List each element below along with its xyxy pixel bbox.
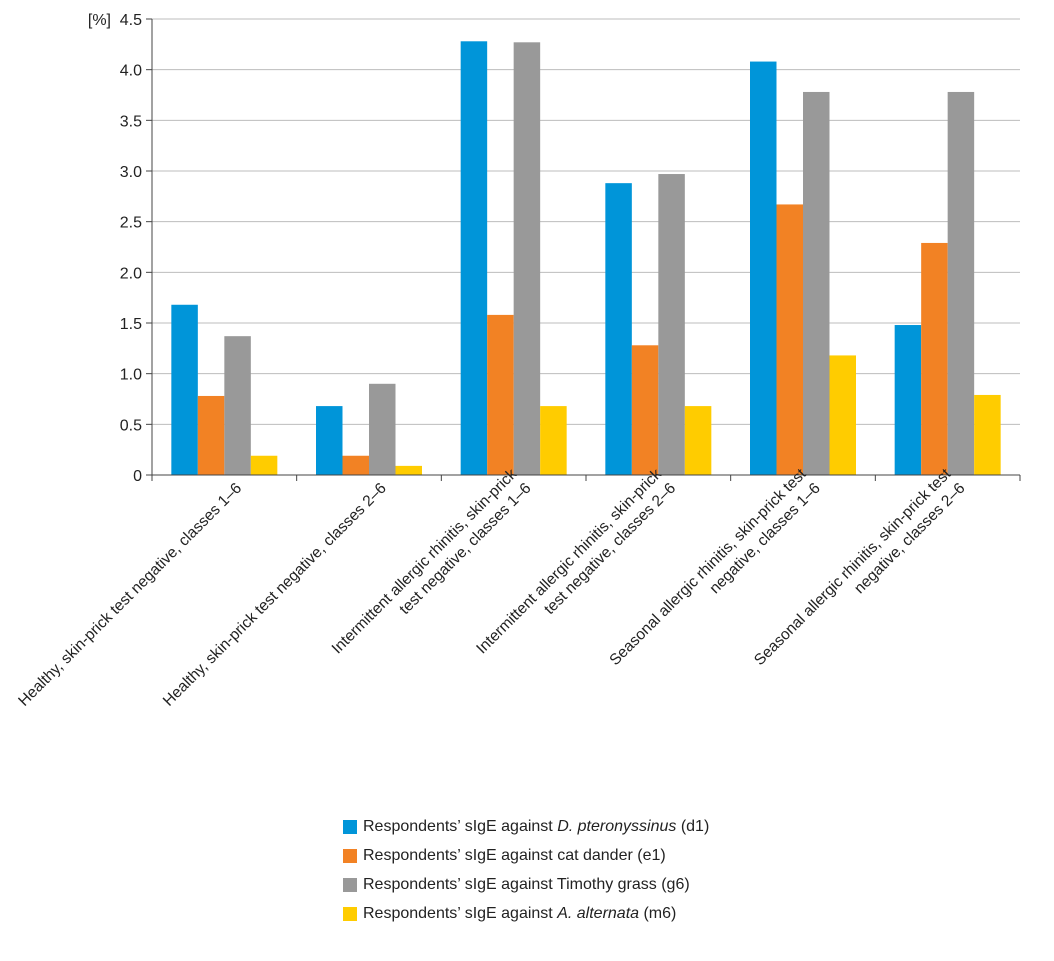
x-category-label-line: Healthy, skin-prick test negative, class… <box>15 480 245 710</box>
bar <box>605 183 632 475</box>
legend-label: Respondents’ sIgE against Timothy grass … <box>363 876 690 894</box>
legend-item: Respondents’ sIgE against D. pteronyssin… <box>343 812 709 841</box>
legend-item: Respondents’ sIgE against Timothy grass … <box>343 870 709 899</box>
bar <box>224 336 251 475</box>
legend-label-part: Respondents’ sIgE against <box>363 817 558 835</box>
y-tick-label: 2.0 <box>120 265 142 282</box>
bar <box>250 455 278 475</box>
legend-item: Respondents’ sIgE against cat dander (e1… <box>343 841 709 870</box>
gridlines <box>146 18 1020 476</box>
y-tick-label: 4.0 <box>120 63 142 80</box>
y-tick-labels: 0 0.5 1.0 1.5 2.0 2.5 3.0 3.5 4.0 4.5 <box>120 12 142 485</box>
bar <box>540 406 567 475</box>
bar <box>947 91 975 476</box>
bar <box>974 394 1001 475</box>
legend-label: Respondents’ sIgE against D. pteronyssin… <box>363 818 709 836</box>
axes <box>151 19 1021 481</box>
bars <box>171 41 1001 476</box>
bar <box>829 355 856 475</box>
y-tick-label: 4.5 <box>120 12 142 29</box>
legend-label-part: Respondents’ sIgE against <box>363 904 558 922</box>
x-category-label: Intermittent allergic rhinitis, skin-pri… <box>473 465 679 657</box>
x-category-label: Healthy, skin-prick test negative, class… <box>160 480 390 710</box>
bar <box>658 174 685 476</box>
legend-label-part: Respondents’ sIgE against Timothy grass … <box>363 875 690 893</box>
bar <box>684 406 712 475</box>
y-tick-label: 3.0 <box>120 164 142 181</box>
legend-label: Respondents’ sIgE against cat dander (e1… <box>363 847 666 865</box>
legend-label-part: A. alternata <box>557 904 640 922</box>
x-category-label: Intermittent allergic rhinitis, skin-pri… <box>329 465 535 657</box>
legend-label: Respondents’ sIgE against A. alternata (… <box>363 905 676 923</box>
bar <box>171 304 198 475</box>
x-category-label-line: test negative, classes 2–6 <box>541 480 679 618</box>
y-tick-label: 1.0 <box>120 367 142 384</box>
y-tick-label: 3.5 <box>120 113 142 130</box>
bar <box>369 383 396 475</box>
bar <box>342 455 369 475</box>
x-category-labels: Healthy, skin-prick test negative, class… <box>15 465 968 710</box>
bar <box>803 91 830 476</box>
legend-label-part: Respondents’ sIgE against cat dander (e1… <box>363 846 666 864</box>
x-category-label-line: Healthy, skin-prick test negative, class… <box>160 480 390 710</box>
legend-label-part: (m6) <box>639 904 677 922</box>
legend-swatch <box>343 848 357 863</box>
y-tick-label: 1.5 <box>120 316 142 333</box>
bar <box>395 465 422 475</box>
bar <box>631 345 659 475</box>
legend: Respondents’ sIgE against D. pteronyssin… <box>343 812 709 928</box>
y-tick-label: 0.5 <box>120 417 142 434</box>
legend-item: Respondents’ sIgE against A. alternata (… <box>343 899 709 928</box>
bar <box>750 61 777 476</box>
y-tick-label: 2.5 <box>120 215 142 232</box>
bar <box>460 41 488 475</box>
legend-swatch <box>343 819 357 834</box>
legend-label-part: (d1) <box>676 817 710 835</box>
legend-label-part: D. pteronyssinus <box>557 817 677 835</box>
bar <box>921 242 948 475</box>
bar <box>316 406 343 475</box>
bar <box>513 42 541 475</box>
bar <box>487 314 514 475</box>
legend-swatch <box>343 877 357 892</box>
bar <box>197 395 225 475</box>
bar-chart: 0 0.5 1.0 1.5 2.0 2.5 3.0 3.5 4.0 4.5 [%] Healthy… <box>15 12 1021 710</box>
x-category-label: Healthy, skin-prick test negative, class… <box>15 480 245 710</box>
legend-swatch <box>343 906 357 921</box>
bar <box>894 325 922 475</box>
y-axis-unit-label: [%] <box>88 12 111 29</box>
y-tick-label: 0 <box>133 468 142 485</box>
bar <box>776 204 803 475</box>
x-category-label-line: test negative, classes 1–6 <box>396 480 534 618</box>
